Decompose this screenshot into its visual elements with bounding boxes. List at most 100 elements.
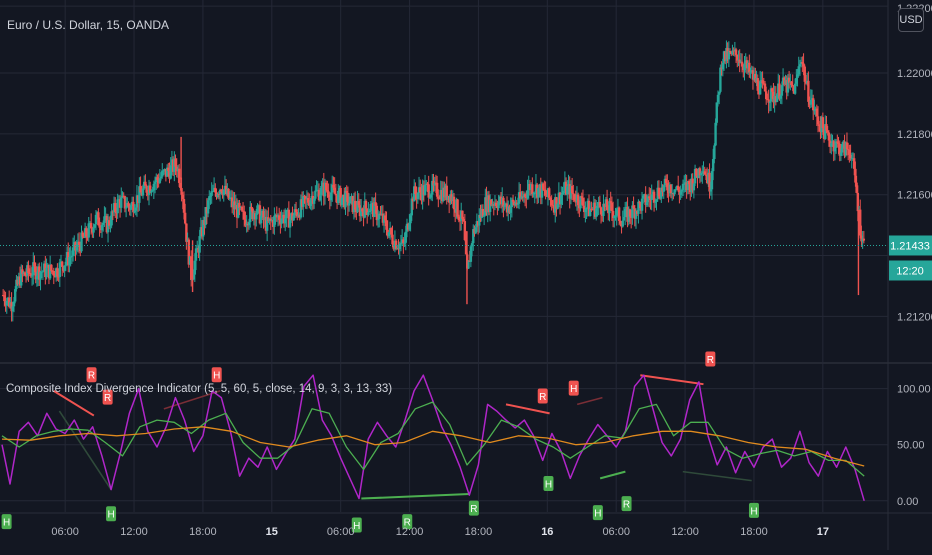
candle-body: [478, 214, 481, 226]
candle-body: [355, 209, 358, 213]
label-text: H: [545, 479, 552, 490]
candle-body: [147, 185, 151, 196]
candle-body: [10, 302, 13, 312]
candle-body: [151, 190, 154, 192]
candle-body: [719, 67, 722, 92]
symbol-title[interactable]: Euro / U.S. Dollar, 15, OANDA: [7, 18, 170, 32]
candle-body: [290, 213, 293, 220]
candle-body: [368, 210, 371, 213]
candle-body: [555, 197, 558, 209]
candle-body: [456, 199, 459, 217]
divergence-label-bull: H: [543, 475, 554, 491]
candle-body: [12, 301, 16, 307]
candle-body: [393, 240, 397, 250]
time-axis-tick: 06:00: [602, 526, 630, 538]
candle-body: [161, 170, 164, 177]
candle-body: [548, 188, 551, 198]
candle-body: [359, 208, 363, 217]
candle-body: [656, 187, 659, 200]
candle-body: [730, 51, 733, 55]
candle-body: [496, 205, 499, 209]
candle-body: [364, 200, 368, 209]
candle-body: [791, 85, 794, 87]
candle-body: [381, 213, 385, 223]
candle-body: [33, 262, 36, 267]
label-text: H: [594, 509, 601, 520]
candle-body: [285, 210, 288, 219]
candle-body: [14, 289, 17, 302]
candle-body: [215, 192, 218, 198]
candle-body: [32, 262, 35, 276]
candle-body: [754, 74, 757, 83]
candle-body: [103, 216, 106, 223]
candle-body: [48, 264, 52, 279]
candle-body: [159, 176, 163, 179]
candle-body: [292, 215, 295, 221]
candle-body: [18, 276, 22, 286]
candle-body: [271, 220, 275, 227]
candle-body: [774, 96, 778, 102]
candle-body: [376, 219, 380, 221]
candle-body: [738, 59, 741, 63]
currency-button[interactable]: USD: [898, 8, 924, 32]
candle-body: [564, 181, 568, 195]
candle-body: [162, 170, 165, 172]
label-box: [748, 502, 759, 518]
candle-body: [116, 199, 119, 214]
candle-body: [479, 214, 482, 218]
indicator-title[interactable]: Composite Index Divergence Indicator (5,…: [6, 383, 393, 395]
candle-body: [427, 184, 430, 198]
candle-body: [437, 196, 440, 199]
candle-body: [405, 223, 409, 232]
candle-body: [86, 236, 89, 238]
candle-body: [549, 197, 552, 200]
candle-body: [538, 184, 541, 188]
candle-body: [94, 214, 98, 225]
candle-body: [423, 184, 427, 195]
candle-body: [169, 165, 172, 179]
candle-body: [183, 212, 187, 224]
candle-body: [702, 171, 705, 173]
candle-body: [592, 202, 596, 210]
candle-body: [168, 170, 171, 179]
candle-body: [294, 209, 298, 212]
candle-body: [595, 208, 598, 217]
candle-body: [61, 261, 64, 267]
candle-body: [47, 264, 51, 279]
candle-body: [73, 242, 76, 248]
candle-body: [502, 197, 505, 207]
candle-body: [122, 195, 125, 197]
divergence-line-bullish: [361, 493, 470, 500]
candle-body: [234, 205, 238, 210]
candle-body: [727, 51, 731, 60]
candle-body: [597, 201, 600, 206]
candle-body: [29, 273, 33, 277]
candle-body: [428, 197, 432, 199]
candle-body: [369, 203, 373, 211]
candle-body: [573, 194, 576, 200]
candle-body: [804, 81, 808, 84]
candle-body: [256, 205, 259, 214]
candle-body: [232, 201, 235, 208]
candle-body: [357, 201, 360, 206]
candle-body: [226, 188, 229, 195]
candle-body: [28, 273, 31, 275]
divergence-label-bear: R: [705, 351, 716, 367]
candle-body: [110, 211, 113, 226]
candle-body: [550, 199, 553, 206]
candle-body: [679, 191, 682, 195]
candle-body: [212, 187, 216, 192]
candle-body: [790, 81, 793, 86]
candle-body: [431, 180, 434, 195]
candle-body: [196, 248, 199, 250]
candle-body: [425, 183, 428, 185]
candle-body: [684, 182, 687, 184]
candle-body: [70, 255, 74, 257]
candle-body: [836, 141, 839, 143]
candle-body: [109, 225, 112, 227]
candle-body: [332, 184, 335, 188]
candle-body: [766, 99, 769, 101]
candle-body: [306, 197, 310, 203]
candle-body: [92, 227, 95, 233]
